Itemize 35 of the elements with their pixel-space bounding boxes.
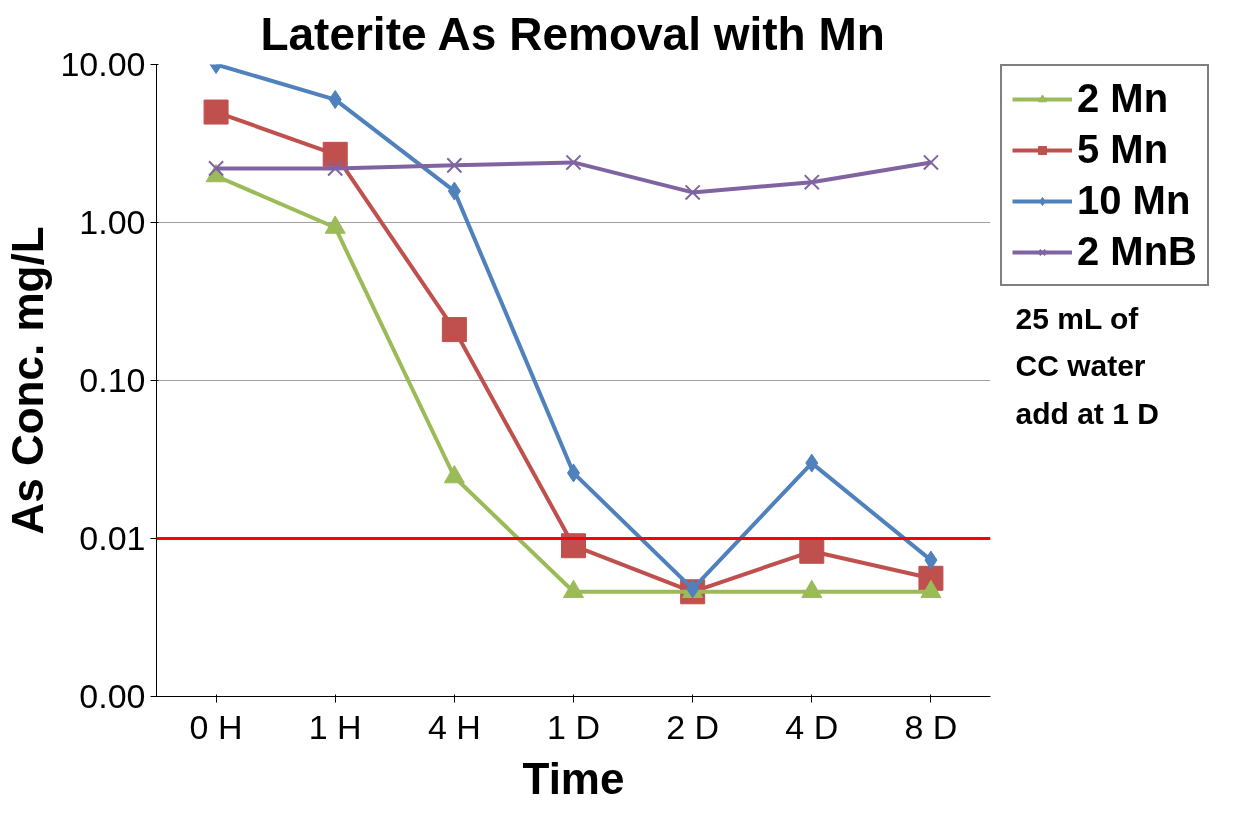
- y-tick-label: 1.00: [79, 203, 146, 241]
- chart-title: Laterite As Removal with Mn: [260, 7, 885, 60]
- point: [565, 154, 582, 171]
- point: [924, 550, 938, 570]
- point: [328, 90, 342, 110]
- point: [322, 141, 348, 167]
- x-tick-label: 2 D: [666, 707, 720, 746]
- y-tick-label: 0.10: [79, 361, 146, 399]
- y-tick-label: 10.00: [60, 45, 146, 83]
- x-tick-label: 1 D: [547, 707, 600, 746]
- legend-label: 2 MnB: [1077, 229, 1197, 274]
- text: 25 mL of CC water add at 1 D: [1015, 301, 1159, 431]
- point: [327, 160, 344, 177]
- point: [803, 174, 820, 191]
- x-tick-label: 1 H: [308, 707, 362, 746]
- y-tick-label: 0.01: [79, 519, 146, 557]
- point: [441, 317, 467, 343]
- legend-label: 10 Mn: [1077, 178, 1191, 223]
- point: [922, 154, 939, 171]
- x-tick-label: 4 D: [785, 707, 839, 746]
- point: [805, 453, 819, 473]
- y-axis-title: As Conc. mg/L: [3, 226, 53, 535]
- y-tick-label: 0.00: [79, 677, 146, 715]
- x-tick-label: 4 H: [427, 707, 481, 746]
- x-tick-label: 0 H: [189, 707, 243, 746]
- point: [446, 157, 463, 174]
- point: [203, 99, 229, 125]
- legend-label: 5 Mn: [1077, 127, 1169, 172]
- point: [208, 160, 225, 177]
- legend-label: 2 Mn: [1077, 76, 1169, 121]
- point: [447, 181, 461, 201]
- point: [799, 538, 825, 564]
- x-tick-label: 8 D: [904, 707, 958, 746]
- point: [684, 184, 701, 201]
- x-axis-title: Time: [522, 753, 625, 803]
